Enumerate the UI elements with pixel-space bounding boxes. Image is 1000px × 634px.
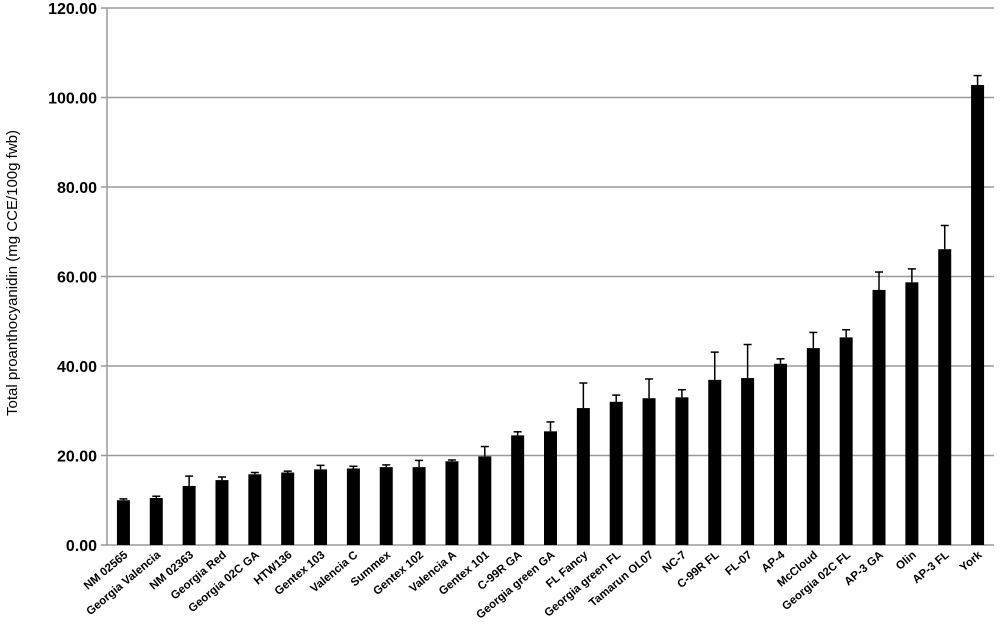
bars	[116, 84, 985, 545]
x-tick-label: AP-4	[760, 549, 788, 575]
bar	[773, 363, 787, 545]
bar	[511, 435, 525, 545]
bar	[346, 468, 360, 545]
bar	[872, 289, 886, 545]
y-tick-label: 100.00	[48, 91, 97, 108]
x-tick-label: Olin	[894, 549, 919, 573]
bar	[248, 474, 262, 545]
x-tick-label: FL-07	[723, 549, 754, 578]
bar	[609, 401, 623, 545]
bar	[938, 249, 952, 545]
bar	[971, 84, 985, 545]
gridlines	[101, 7, 994, 546]
y-tick-label: 20.00	[57, 449, 97, 466]
x-tick-label: NC-7	[661, 549, 689, 575]
bar	[544, 431, 557, 545]
bar	[905, 282, 919, 545]
bar	[708, 379, 722, 545]
x-tick-label: AP-3 FL	[911, 549, 952, 586]
bar	[149, 498, 163, 545]
bar	[806, 348, 820, 545]
bar	[314, 469, 328, 545]
bar	[675, 397, 689, 545]
y-tick-label: 120.00	[48, 1, 97, 18]
bar	[379, 467, 393, 545]
bar	[445, 461, 459, 545]
y-tick-label: 0.00	[66, 538, 97, 555]
bar	[642, 398, 656, 545]
bar	[281, 472, 295, 545]
y-tick-labels: 0.00 20.00 40.00 60.00 80.00 100.00 120.00	[48, 1, 97, 555]
bar	[576, 408, 590, 545]
x-tick-label: York	[958, 549, 985, 574]
bar	[215, 480, 229, 545]
y-tick-label: 40.00	[57, 359, 97, 376]
bar	[839, 337, 853, 545]
bar	[412, 467, 426, 545]
bar	[741, 378, 755, 545]
error-bars	[119, 74, 982, 501]
bar	[116, 500, 130, 545]
y-tick-label: 80.00	[57, 180, 97, 197]
y-tick-label: 60.00	[57, 270, 97, 287]
y-axis-title: Total proanthocyanidin (mg CCE/100g fwb)	[4, 130, 21, 416]
bar	[182, 485, 196, 545]
bar	[478, 456, 492, 545]
